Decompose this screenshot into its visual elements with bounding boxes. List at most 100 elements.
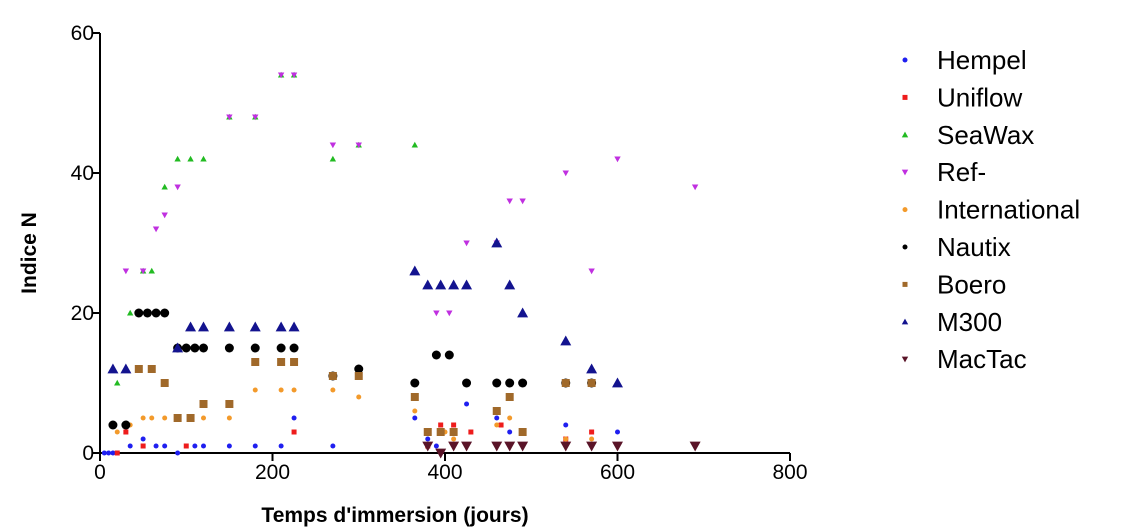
data-point: [589, 429, 595, 435]
data-point: [425, 436, 431, 442]
y-tick-label: 20: [71, 302, 94, 325]
data-point: [251, 358, 260, 366]
data-point: [451, 422, 457, 428]
data-point: [560, 335, 572, 346]
data-point: [252, 114, 259, 121]
data-point: [491, 237, 503, 248]
data-point: [448, 441, 460, 452]
data-point: [435, 448, 447, 459]
x-tick-label: 800: [772, 461, 807, 484]
data-point: [149, 415, 155, 421]
data-point: [101, 450, 107, 456]
data-point: [505, 378, 515, 388]
data-point: [462, 378, 472, 388]
data-point: [492, 407, 501, 415]
legend-marker: [901, 131, 909, 138]
y-tick-label: 0: [82, 442, 94, 465]
legend-label: Nautix: [937, 232, 1011, 262]
data-point: [134, 308, 144, 318]
data-point: [291, 415, 297, 421]
data-point: [161, 183, 168, 190]
data-point: [190, 343, 200, 353]
data-point: [106, 450, 112, 456]
data-point: [328, 372, 337, 380]
data-point: [506, 198, 513, 205]
data-point: [431, 350, 441, 360]
data-point: [278, 387, 284, 393]
data-point: [494, 415, 500, 421]
data-point: [108, 420, 118, 430]
legend: Hempel Uniflow SeaWax Ref- International Naut…: [901, 45, 1080, 374]
legend-marker: [902, 281, 908, 287]
data-point: [517, 307, 529, 318]
x-axis-title: Temps d'immersion (jours): [261, 504, 528, 527]
data-point: [451, 436, 457, 442]
data-point: [226, 114, 233, 121]
data-point: [691, 184, 699, 191]
series-nautix: [108, 308, 597, 430]
legend-marker: [902, 94, 908, 100]
data-point: [250, 343, 260, 353]
data-point: [140, 415, 146, 421]
data-point: [463, 240, 470, 247]
data-point: [290, 358, 299, 366]
x-tick-label: 200: [255, 461, 290, 484]
series-seawax: [114, 71, 419, 386]
data-point: [423, 428, 432, 436]
data-point: [355, 142, 362, 149]
data-point: [140, 443, 146, 449]
data-point: [223, 321, 235, 332]
data-point: [587, 379, 596, 387]
data-point: [277, 358, 286, 366]
data-point: [186, 414, 195, 422]
data-point: [589, 436, 595, 442]
data-point: [615, 429, 620, 435]
data-point: [147, 365, 156, 373]
data-point: [148, 267, 155, 274]
series-boero: [134, 358, 596, 436]
data-point: [126, 309, 134, 316]
data-point: [449, 428, 458, 436]
data-point: [173, 414, 182, 422]
data-point: [498, 422, 504, 428]
data-point: [329, 142, 337, 149]
data-point: [187, 155, 194, 162]
data-point: [448, 279, 460, 290]
data-point: [249, 321, 261, 332]
data-point: [252, 387, 258, 393]
data-point: [563, 436, 569, 442]
series-m300: [107, 237, 623, 388]
data-point: [114, 429, 120, 435]
data-point: [139, 268, 147, 275]
legend-label: Ref-: [937, 157, 986, 187]
y-tick-label: 40: [71, 162, 94, 185]
data-point: [153, 443, 159, 449]
data-point: [412, 415, 418, 421]
data-point: [435, 279, 447, 290]
data-point: [226, 415, 232, 421]
data-point: [226, 443, 232, 449]
data-point: [330, 387, 336, 393]
data-point: [438, 422, 444, 428]
data-point: [110, 450, 116, 456]
data-point: [612, 377, 623, 388]
data-point: [185, 321, 197, 332]
data-point: [504, 441, 516, 452]
data-point: [588, 268, 595, 275]
data-point: [491, 441, 503, 452]
data-point: [461, 279, 473, 290]
data-point: [433, 310, 440, 317]
y-tick-label: 60: [71, 22, 94, 45]
data-point: [422, 441, 434, 452]
legend-marker: [901, 169, 909, 176]
data-point: [433, 443, 439, 449]
data-point: [586, 441, 598, 452]
data-point: [161, 212, 168, 219]
data-point: [612, 441, 623, 452]
data-point: [289, 343, 299, 353]
data-point: [162, 443, 168, 449]
data-point: [411, 141, 419, 148]
data-point: [278, 443, 284, 449]
data-point: [288, 321, 300, 332]
data-point: [225, 400, 234, 408]
